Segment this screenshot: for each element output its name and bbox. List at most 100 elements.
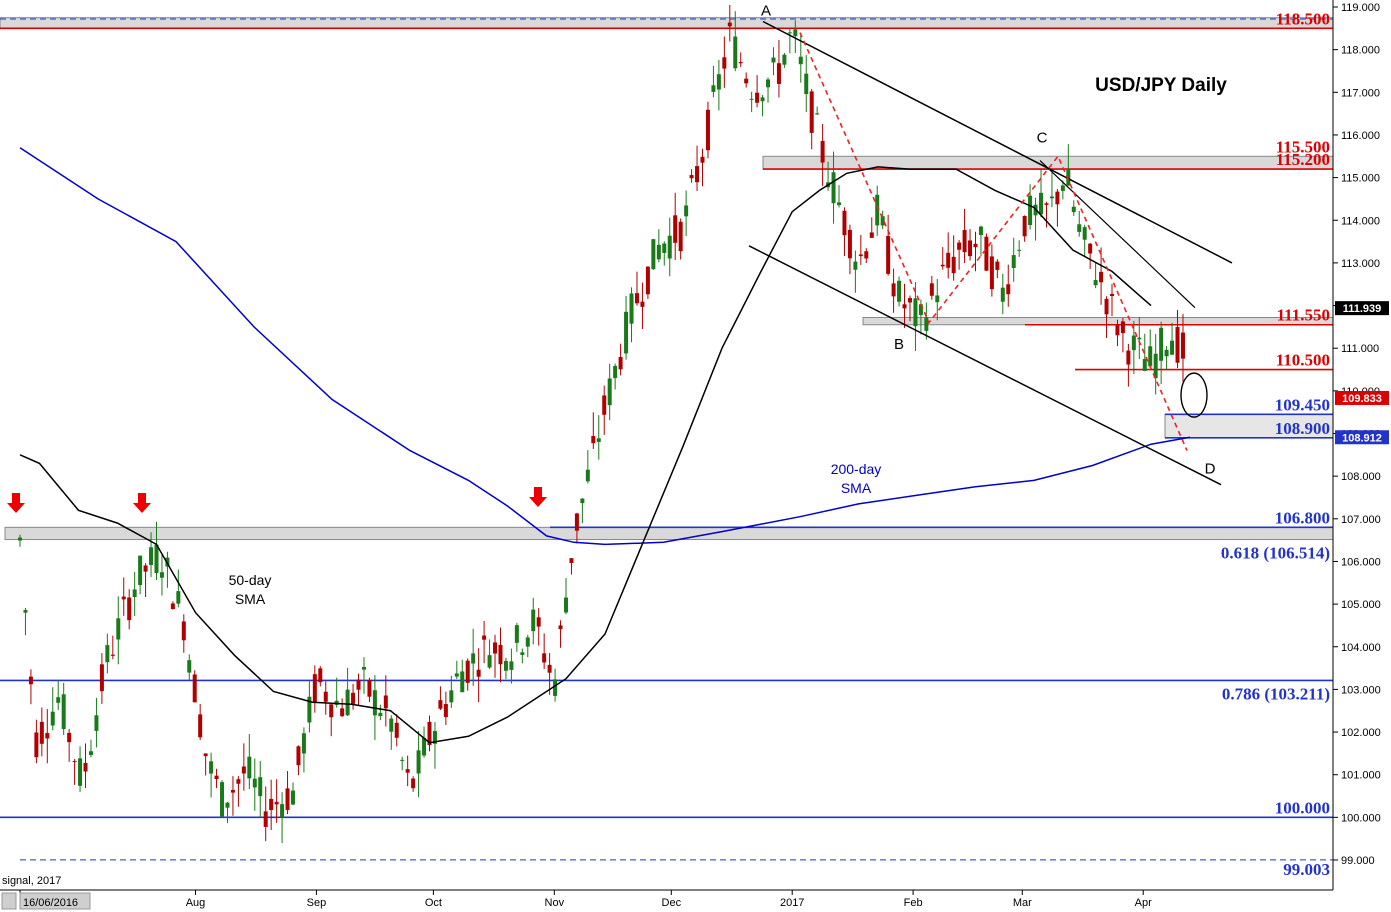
candle-body <box>1039 192 1044 215</box>
candle-body <box>509 661 514 670</box>
candle-body <box>94 715 99 731</box>
candle-body <box>962 229 967 253</box>
candle-body <box>23 610 28 613</box>
candle-body <box>56 697 61 703</box>
candle-body <box>520 652 525 655</box>
x-tick-label: Nov <box>545 897 565 909</box>
candle-body <box>1164 349 1169 357</box>
candle-body <box>634 293 639 304</box>
candle-body <box>689 175 694 179</box>
candle-body <box>946 252 951 268</box>
candle-body <box>547 664 552 673</box>
candle-body <box>1017 249 1022 251</box>
candle-body <box>280 804 285 818</box>
candle-body <box>596 438 601 442</box>
candle-body <box>83 762 88 772</box>
candle-body <box>766 79 771 88</box>
candle-body <box>105 645 110 663</box>
zone-106 <box>4 526 1334 541</box>
y-tick-label: 104.000 <box>1341 642 1381 654</box>
candle-body <box>749 98 754 100</box>
channel-mid <box>1039 160 1196 309</box>
candle-body <box>684 205 689 217</box>
candle-body <box>274 801 279 805</box>
candle-body <box>700 156 705 163</box>
y-tick-label: 99.000 <box>1341 855 1375 867</box>
candle-body <box>804 73 809 95</box>
candle-body <box>1142 359 1147 371</box>
candle-body <box>476 669 481 677</box>
abcd-pattern <box>799 32 1188 451</box>
candle-body <box>602 395 607 415</box>
zone-111 <box>862 316 1334 326</box>
start-date-box <box>19 892 91 910</box>
candle-body <box>1126 350 1131 365</box>
highlight-ellipse <box>1180 372 1208 418</box>
candle-body <box>973 243 978 248</box>
candle-body <box>1066 168 1071 186</box>
candle-body <box>760 97 765 102</box>
candle-body <box>580 498 585 504</box>
candle-body <box>837 202 841 206</box>
y-tick-label: 103.000 <box>1341 684 1381 696</box>
candle-body <box>897 280 902 302</box>
candle-body <box>318 668 323 683</box>
candle-body <box>132 589 137 598</box>
candle-body <box>143 565 148 572</box>
candle-body <box>378 712 383 717</box>
candle-body <box>607 378 612 406</box>
candle-body <box>787 32 792 34</box>
candle-body <box>487 655 492 668</box>
candle-body <box>296 746 301 766</box>
candle-body <box>924 317 929 331</box>
candle-body <box>230 789 235 793</box>
candle-body <box>1060 185 1065 191</box>
candle-body <box>482 635 487 640</box>
candle-body <box>1115 325 1120 336</box>
candle-body <box>727 22 732 27</box>
candle-body <box>192 674 197 703</box>
level-label: 115.500 <box>1276 137 1330 156</box>
point-label-A: A <box>761 3 771 20</box>
trend-drawings <box>7 20 1233 513</box>
candle-body <box>214 775 219 779</box>
candle-body <box>673 215 678 243</box>
chart-title: USD/JPY Daily <box>1095 75 1227 96</box>
candle-body <box>858 254 863 257</box>
candle-body <box>531 609 536 632</box>
candle-body <box>220 782 225 817</box>
candle-body <box>159 572 164 578</box>
price-axis-bg <box>1334 0 1391 890</box>
point-label-B: B <box>894 336 904 353</box>
x-tick-label: Dec <box>662 897 682 909</box>
level-label: 100.000 <box>1275 798 1330 817</box>
candle-body <box>329 704 334 718</box>
sma-line <box>19 147 1191 546</box>
price-tag: 108.912 <box>1342 432 1382 444</box>
candle-body <box>798 56 803 65</box>
candle-body <box>820 140 825 163</box>
candle-body <box>198 714 203 738</box>
candle-body <box>755 92 760 103</box>
zone-115 <box>762 155 1334 170</box>
candle-body <box>88 751 93 755</box>
candle-body <box>553 679 558 696</box>
candle-body <box>416 750 421 774</box>
y-tick-label: 117.000 <box>1341 87 1380 99</box>
candle-body <box>61 694 66 730</box>
candle-body <box>99 664 104 692</box>
candle-body <box>67 732 72 743</box>
candle-body <box>1055 191 1060 205</box>
candle-body <box>711 85 716 92</box>
candle-body <box>465 660 470 683</box>
candle-body <box>345 689 350 716</box>
candle-body <box>351 692 356 704</box>
candle-body <box>1104 298 1109 315</box>
candle-body <box>891 283 896 297</box>
candle-body <box>1082 227 1087 240</box>
price-tag: 111.939 <box>1343 303 1382 315</box>
candle-body <box>263 811 268 827</box>
candle-body <box>269 798 274 811</box>
y-tick-label: 101.000 <box>1341 770 1381 782</box>
candle-body <box>356 679 361 690</box>
